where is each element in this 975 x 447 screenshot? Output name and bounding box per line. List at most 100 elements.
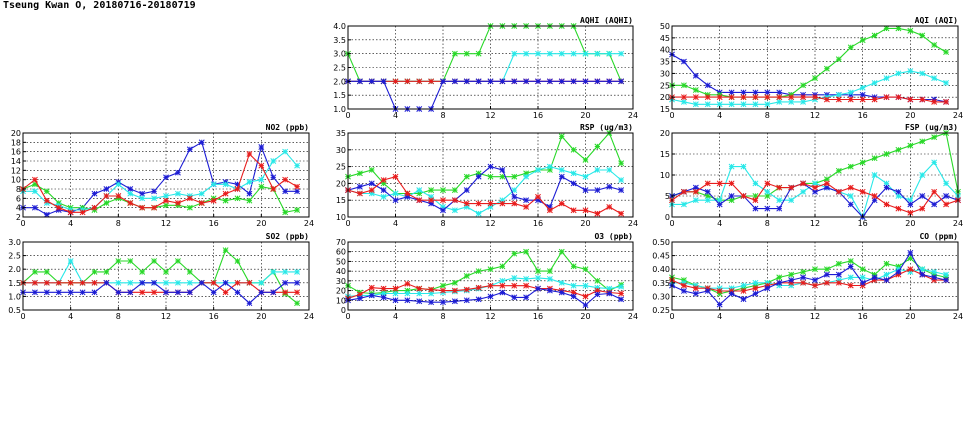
data-point-blue	[368, 180, 375, 187]
data-point-blue	[776, 89, 783, 96]
data-point-red	[210, 279, 217, 286]
data-point-blue	[606, 183, 613, 190]
data-point-cyan	[594, 167, 601, 173]
y-tick-label: 18	[11, 138, 21, 147]
y-tick-label: 2.5	[8, 252, 21, 261]
data-point-blue	[428, 200, 435, 207]
data-point-red	[728, 288, 735, 294]
data-point-green	[558, 248, 565, 255]
data-point-red	[728, 180, 735, 187]
chart-co: 0 4 8 12 16 20 24 0.25 0.30 0.35 0.40 0.45 0.50 CO (p…	[652, 232, 963, 321]
data-point-green	[404, 287, 411, 294]
data-point-red	[356, 190, 363, 197]
data-point-red	[835, 96, 842, 103]
x-tick-label: 8	[765, 312, 770, 321]
data-point-green	[907, 255, 914, 262]
data-point-blue	[582, 187, 589, 194]
x-tick-label: 16	[209, 219, 219, 228]
data-point-blue	[764, 285, 771, 292]
data-point-green	[716, 290, 723, 297]
data-point-blue	[907, 201, 914, 208]
data-point-green	[139, 268, 146, 275]
data-point-blue	[618, 78, 625, 85]
data-point-cyan	[919, 266, 926, 273]
data-point-green	[475, 268, 482, 275]
data-point-red	[752, 94, 759, 101]
y-tick-label: 10	[336, 296, 346, 305]
data-point-blue	[558, 289, 565, 296]
data-point-cyan	[115, 181, 122, 188]
y-tick-label: 12	[11, 166, 21, 175]
data-point-blue	[511, 193, 518, 200]
y-tick-label: 0.30	[652, 292, 670, 301]
data-point-green	[487, 173, 494, 180]
data-point-cyan	[570, 282, 577, 289]
data-point-blue	[198, 139, 205, 146]
x-tick-label: 8	[440, 219, 445, 228]
data-point-cyan	[764, 188, 771, 195]
data-point-green	[31, 268, 38, 275]
data-point-green	[546, 167, 553, 173]
x-tick-label: 4	[393, 219, 398, 228]
data-point-cyan	[931, 75, 938, 82]
data-point-red	[222, 190, 229, 197]
data-point-blue	[931, 274, 938, 281]
data-point-green	[380, 180, 387, 187]
data-point-red	[680, 282, 687, 289]
data-point-red	[91, 279, 98, 286]
data-point-green	[847, 44, 854, 51]
data-point-blue	[222, 279, 229, 286]
data-point-green	[847, 163, 854, 170]
data-point-red	[776, 94, 783, 101]
data-point-cyan	[487, 203, 494, 210]
y-tick-label: 25	[336, 163, 346, 172]
data-point-blue	[392, 197, 399, 204]
data-point-blue	[859, 279, 866, 286]
data-point-cyan	[847, 89, 854, 96]
data-point-blue	[91, 190, 98, 197]
data-point-blue	[186, 289, 193, 296]
y-tick-label: 40	[336, 267, 346, 276]
data-point-green	[764, 193, 771, 199]
data-point-blue	[163, 289, 169, 296]
data-point-green	[859, 159, 866, 166]
data-point-cyan	[570, 170, 577, 177]
x-tick-label: 16	[533, 219, 543, 228]
data-point-cyan	[294, 162, 301, 169]
data-point-green	[499, 263, 506, 270]
data-point-cyan	[931, 268, 938, 275]
data-point-blue	[282, 188, 289, 195]
chart-title: NO2 (ppb)	[266, 123, 309, 132]
data-point-green	[800, 82, 807, 89]
data-point-cyan	[380, 193, 387, 200]
data-point-blue	[151, 279, 158, 286]
data-point-cyan	[440, 203, 446, 210]
data-point-cyan	[692, 197, 699, 204]
data-point-blue	[558, 78, 565, 85]
data-point-cyan	[523, 275, 530, 282]
data-point-cyan	[428, 193, 435, 200]
data-point-blue	[871, 197, 878, 204]
x-tick-label: 4	[717, 312, 722, 321]
data-point-cyan	[883, 180, 890, 187]
data-point-cyan	[704, 197, 711, 204]
data-point-red	[907, 96, 914, 103]
series-line-green	[22, 249, 298, 304]
data-point-blue	[847, 263, 854, 270]
data-point-red	[871, 277, 878, 284]
data-point-red	[871, 96, 878, 103]
data-point-cyan	[582, 282, 589, 289]
data-point-blue	[859, 91, 866, 98]
y-tick-label: 60	[336, 248, 346, 257]
data-point-blue	[740, 89, 747, 96]
data-point-blue	[404, 193, 411, 200]
data-point-red	[428, 286, 435, 293]
data-point-blue	[823, 271, 830, 278]
data-point-red	[511, 200, 518, 207]
x-tick-label: 24	[304, 219, 314, 228]
data-point-red	[451, 287, 458, 294]
data-point-cyan	[416, 187, 423, 194]
data-point-cyan	[392, 290, 399, 297]
data-point-blue	[835, 271, 842, 278]
data-point-green	[475, 50, 482, 57]
